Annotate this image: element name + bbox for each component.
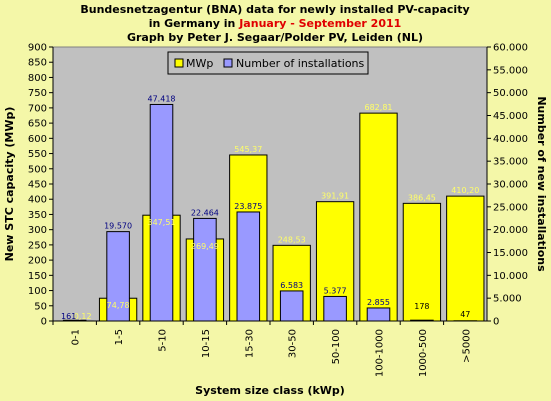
y2-tick-label: 0 — [493, 317, 499, 328]
y2-tick-label: 20.000 — [493, 225, 528, 236]
bar-installations — [366, 307, 391, 322]
y2-tick-label: 50.000 — [493, 88, 528, 99]
x-tick-label: 1000-500 — [418, 329, 429, 377]
y2-tick-label: 35.000 — [493, 157, 528, 168]
chart-title-line-1: Bundesnetzagentur (BNA) data for newly i… — [80, 3, 469, 16]
chart-title-line-2-prefix: in Germany in — [149, 17, 240, 30]
y-tick-label: 300 — [28, 225, 47, 236]
legend-swatch-installations — [223, 58, 233, 68]
y2-tick-label: 60.000 — [493, 43, 528, 54]
x-tick-label: >5000 — [461, 329, 472, 363]
data-label-installations: 5.377 — [324, 286, 347, 295]
y2-tick-label: 40.000 — [493, 134, 528, 145]
y-tick-label: 550 — [28, 149, 47, 160]
x-tick-label: 15-30 — [244, 329, 255, 358]
data-label-installations: 178 — [414, 302, 429, 311]
y-tick-label: 900 — [28, 43, 47, 54]
x-tick-label: 100-1000 — [375, 329, 386, 377]
data-label-mwp: 74,78 — [107, 301, 130, 310]
data-label-installations: 6.583 — [280, 281, 303, 290]
x-tick-label: 5-10 — [158, 329, 169, 352]
y-axis-title: New STC capacity (MWp) — [3, 107, 16, 262]
bar-installations — [410, 319, 434, 322]
data-label-mwp: 0,12 — [74, 312, 92, 321]
bar-installations — [62, 319, 87, 322]
data-label-mwp: 545,37 — [234, 145, 262, 154]
bar-mwp — [359, 112, 398, 322]
y-tick-label: 50 — [34, 301, 47, 312]
legend-label-installations: Number of installations — [236, 57, 365, 70]
y-tick-label: 500 — [28, 164, 47, 175]
x-tick-label: 50-100 — [331, 329, 342, 364]
y-tick-label: 800 — [28, 73, 47, 84]
y-tick-label: 700 — [28, 103, 47, 114]
y2-axis-title: Number of new installations — [535, 96, 548, 272]
y-tick-label: 250 — [28, 240, 47, 251]
data-label-mwp: 410,20 — [451, 186, 479, 195]
chart-title-period: January - September 2011 — [238, 17, 401, 30]
bar-mwp — [402, 202, 442, 322]
legend-label-mwp: MWp — [186, 57, 213, 70]
x-axis-title: System size class (kWp) — [195, 384, 345, 397]
bar-installations — [279, 290, 304, 322]
data-label-mwp: 248,53 — [278, 235, 306, 244]
data-label-installations: 2.855 — [367, 298, 390, 307]
y-tick-label: 150 — [28, 271, 47, 282]
y2-tick-label: 55.000 — [493, 65, 528, 76]
y-tick-label: 650 — [28, 119, 47, 130]
y2-tick-label: 10.000 — [493, 271, 528, 282]
axes: 0 50 100 150 200 250 300 350 400 450 500 550 600 650 7… — [28, 43, 528, 378]
data-label-installations: 47.418 — [148, 94, 176, 103]
data-label-installations: 22.464 — [191, 208, 219, 217]
y-tick-label: 850 — [28, 58, 47, 69]
y-tick-label: 100 — [28, 286, 47, 297]
data-label-installations: 19.570 — [104, 222, 132, 231]
bar-installations — [149, 103, 174, 322]
bar-installations — [236, 211, 261, 322]
y-tick-label: 450 — [28, 180, 47, 191]
legend-swatch-mwp — [174, 58, 184, 68]
y-tick-label: 0 — [41, 317, 47, 328]
y2-tick-label: 30.000 — [493, 180, 528, 191]
bar-installations — [323, 295, 347, 322]
data-label-mwp: 386,45 — [408, 193, 436, 202]
data-label-mwp: 347,51 — [148, 218, 176, 227]
y-tick-label: 350 — [28, 210, 47, 221]
y2-tick-label: 5.000 — [493, 294, 522, 305]
legend-box — [167, 51, 369, 75]
data-label-installations: 47 — [460, 310, 470, 319]
x-tick-label: 10-15 — [201, 329, 212, 358]
bar-mwp — [446, 195, 485, 322]
x-tick-label: 0-1 — [71, 329, 82, 345]
data-label-installations: 23.875 — [234, 202, 262, 211]
y2-tick-label: 15.000 — [493, 248, 528, 259]
y-tick-label: 750 — [28, 88, 47, 99]
bar-installations — [106, 231, 130, 322]
y-tick-label: 400 — [28, 195, 47, 206]
data-label-mwp: 391,91 — [321, 192, 349, 201]
data-label-mwp: 682,81 — [365, 103, 393, 112]
x-tick-label: 30-50 — [288, 329, 299, 358]
data-label-installations: 161 — [61, 312, 76, 321]
chart-title-line-3: Graph by Peter J. Segaar/Polder PV, Leid… — [127, 31, 423, 44]
y2-tick-label: 45.000 — [493, 111, 528, 122]
y-tick-label: 200 — [28, 256, 47, 267]
bar-installations — [193, 217, 217, 322]
chart-title-line-2: in Germany in January - September 2011 — [149, 17, 402, 30]
legend: MWp Number of installations — [167, 51, 369, 75]
x-tick-label: 1-5 — [114, 329, 125, 345]
bars — [55, 103, 485, 322]
data-label-mwp: 269,49 — [191, 242, 219, 251]
y2-tick-label: 25.000 — [493, 202, 528, 213]
y-tick-label: 600 — [28, 134, 47, 145]
